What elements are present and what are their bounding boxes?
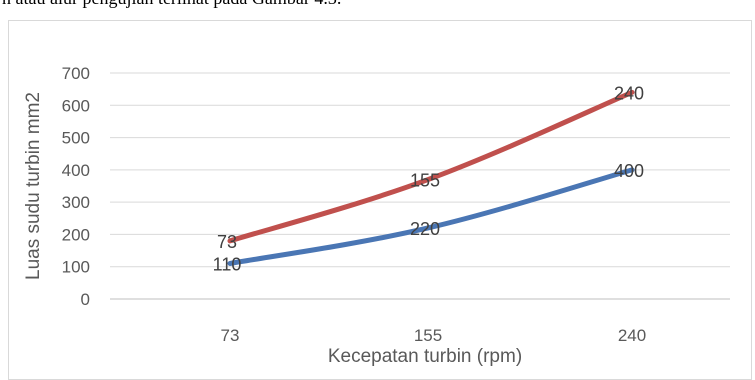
x-axis-tick-labels: 73 155 240 xyxy=(221,326,647,345)
y-tick-label: 100 xyxy=(62,258,90,277)
data-label: 400 xyxy=(614,161,644,181)
series-lines xyxy=(227,89,635,266)
x-tick-label: 155 xyxy=(414,326,442,345)
y-tick-label: 400 xyxy=(62,161,90,180)
y-axis-tick-labels: 0 100 200 300 400 500 600 700 xyxy=(62,64,90,309)
y-tick-label: 600 xyxy=(62,96,90,115)
data-label: 73 xyxy=(217,232,237,252)
y-tick-label: 700 xyxy=(62,64,90,83)
series-1-line xyxy=(227,167,635,266)
data-labels: 110 220 400 73 155 240 xyxy=(213,83,644,274)
data-label: 220 xyxy=(410,219,440,239)
y-tick-label: 200 xyxy=(62,225,90,244)
x-axis-title: Kecepatan turbin (rpm) xyxy=(328,346,522,367)
x-tick-label: 73 xyxy=(221,326,240,345)
y-axis-title: Luas sudu turbin mm2 xyxy=(23,92,44,280)
series-2-line xyxy=(227,89,635,244)
cut-off-caption-text: n atau alur pengujian terlihat pada Gamb… xyxy=(2,0,341,9)
y-tick-label: 0 xyxy=(81,290,90,309)
data-label: 110 xyxy=(213,254,242,274)
data-label: 240 xyxy=(614,83,644,103)
gridlines xyxy=(110,72,730,300)
y-tick-label: 500 xyxy=(62,129,90,148)
data-label: 155 xyxy=(410,171,440,191)
x-tick-label: 240 xyxy=(618,326,646,345)
y-tick-label: 300 xyxy=(62,193,90,212)
